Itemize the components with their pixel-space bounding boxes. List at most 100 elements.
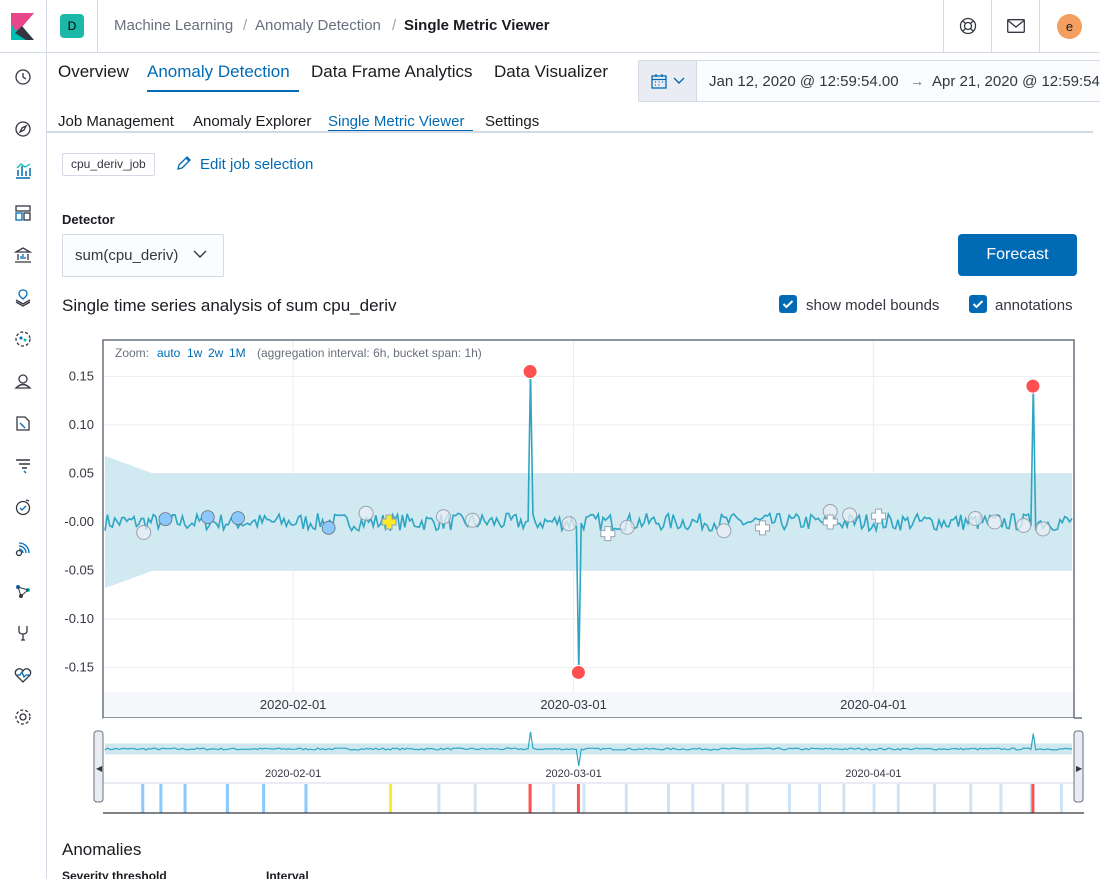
swimlane-cell [624, 784, 628, 813]
dev-tools-icon[interactable] [11, 621, 35, 645]
canvas-icon[interactable] [11, 243, 35, 267]
zoom-1w[interactable]: 1w [187, 346, 203, 360]
multi-bucket-marker[interactable] [600, 526, 616, 542]
forecast-button[interactable]: Forecast [958, 234, 1077, 276]
swimlane-cell [969, 784, 973, 813]
annotation-marker[interactable] [1016, 517, 1032, 533]
tab-data-frame-analytics[interactable]: Data Frame Analytics [311, 62, 473, 81]
x-axis-band [104, 692, 1073, 717]
swimlane-cell [872, 784, 876, 813]
zoom-2w[interactable]: 2w [208, 346, 224, 360]
maps-icon[interactable] [11, 285, 35, 309]
y-tick-label: -0.00 [64, 514, 94, 529]
chevron-down-icon [673, 77, 685, 84]
annotation-marker[interactable] [358, 505, 374, 521]
tab-anomaly-detection[interactable]: Anomaly Detection [147, 62, 290, 81]
visualize-icon[interactable] [11, 159, 35, 183]
logs-icon[interactable] [11, 411, 35, 435]
swimlane-cell [552, 784, 556, 813]
check-icon [972, 300, 984, 309]
annotation-marker[interactable] [967, 511, 983, 527]
discover-icon[interactable] [11, 117, 35, 141]
annotation-marker[interactable] [716, 523, 732, 539]
swimlane-cell [473, 784, 477, 813]
minor-anomaly-marker[interactable] [158, 512, 173, 526]
zoom-1m[interactable]: 1M [229, 346, 246, 360]
end-date[interactable]: Apr 21, 2020 @ 12:59:54 [932, 73, 1100, 90]
ml-icon[interactable] [11, 327, 35, 351]
y-tick-label: -0.10 [64, 611, 94, 626]
recently-viewed-icon[interactable] [11, 65, 35, 89]
brush-handle-left[interactable] [93, 730, 104, 803]
context-chart [103, 718, 1074, 803]
breadcrumb-anomaly-detection[interactable]: Anomaly Detection [255, 17, 381, 34]
swimlane-critical-cell [576, 784, 580, 813]
x-tick-label: 2020-04-01 [840, 697, 907, 712]
minor-anomaly-marker[interactable] [200, 510, 215, 525]
annotation-marker[interactable] [136, 524, 152, 540]
swimlane-cell [225, 784, 229, 813]
multi-bucket-marker[interactable] [871, 508, 887, 524]
management-icon[interactable] [11, 705, 35, 729]
single-metric-chart[interactable]: Zoom: auto 1w 2w 1M (aggregation interva… [62, 335, 1092, 820]
infrastructure-icon[interactable] [11, 369, 35, 393]
quick-menu-button[interactable] [639, 61, 697, 101]
annotation-marker[interactable] [987, 514, 1003, 530]
minor-anomaly-marker[interactable] [231, 511, 245, 526]
brush-handle-right[interactable] [1073, 730, 1084, 803]
swimlane-cell [787, 784, 791, 813]
space-avatar[interactable]: D [60, 14, 84, 38]
tab-data-visualizer[interactable]: Data Visualizer [494, 62, 609, 81]
tab-overview[interactable]: Overview [58, 62, 129, 81]
minor-anomaly-marker[interactable] [321, 520, 336, 535]
edit-job-selection-link[interactable]: Edit job selection [176, 155, 313, 173]
annotations-checkbox[interactable] [969, 295, 987, 313]
uptime-icon[interactable] [11, 495, 35, 519]
tab-single-metric-viewer[interactable]: Single Metric Viewer [328, 113, 465, 130]
apm-icon[interactable] [11, 453, 35, 477]
annotation-marker[interactable] [842, 507, 858, 523]
tab-anomaly-explorer[interactable]: Anomaly Explorer [193, 113, 312, 130]
breadcrumb-machine-learning[interactable]: Machine Learning [114, 17, 234, 34]
date-picker[interactable]: Jan 12, 2020 @ 12:59:54.00 → Apr 21, 202… [638, 60, 1100, 102]
swimlane-cell [141, 784, 145, 813]
monitoring-icon[interactable] [11, 663, 35, 687]
swimlane-cell [437, 784, 441, 813]
annotation-marker[interactable] [435, 509, 451, 525]
context-x-tick-label: 2020-03-01 [545, 768, 601, 780]
annotation-marker[interactable] [464, 512, 480, 528]
siem-icon[interactable] [11, 537, 35, 561]
tab-divider [47, 131, 1093, 133]
swimlane-cell [842, 784, 846, 813]
dashboard-icon[interactable] [11, 201, 35, 225]
multi-bucket-marker[interactable] [755, 520, 771, 536]
critical-anomaly-marker[interactable] [522, 364, 538, 380]
start-date[interactable]: Jan 12, 2020 @ 12:59:54.00 [709, 73, 899, 90]
warning-anomaly-marker[interactable] [381, 514, 397, 530]
detector-value: sum(cpu_deriv) [75, 247, 179, 264]
user-menu-button[interactable]: e [1039, 0, 1087, 53]
tab-job-management[interactable]: Job Management [58, 113, 174, 130]
show-model-bounds-checkbox[interactable] [779, 295, 797, 313]
detector-select[interactable]: sum(cpu_deriv) [62, 234, 224, 277]
mail-icon [1007, 19, 1025, 33]
breadcrumb-single-metric-viewer: Single Metric Viewer [404, 17, 550, 34]
kibana-logo[interactable] [0, 0, 47, 53]
critical-anomaly-marker[interactable] [1025, 378, 1041, 394]
newsfeed-button[interactable] [991, 0, 1039, 53]
multi-bucket-marker[interactable] [822, 514, 838, 530]
annotation-marker[interactable] [1035, 521, 1051, 537]
y-tick-label: 0.15 [69, 368, 94, 383]
caret-right-icon: ▶ [1076, 764, 1083, 773]
help-button[interactable] [943, 0, 991, 53]
swimlane-cell [667, 784, 671, 813]
annotation-marker[interactable] [619, 519, 635, 535]
swimlane-cell [159, 784, 163, 813]
tab-settings[interactable]: Settings [485, 113, 540, 130]
critical-anomaly-marker[interactable] [570, 664, 586, 680]
zoom-auto[interactable]: auto [157, 346, 181, 360]
swimlane-cell [582, 784, 586, 813]
graph-icon[interactable] [11, 579, 35, 603]
annotation-marker[interactable] [561, 516, 577, 532]
y-tick-label: -0.05 [64, 563, 94, 578]
